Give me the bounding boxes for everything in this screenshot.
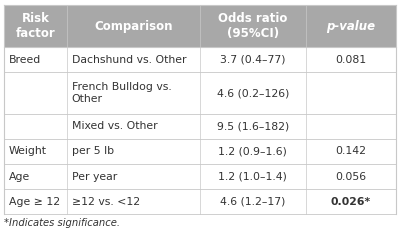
Text: Age ≥ 12: Age ≥ 12	[9, 197, 60, 207]
Bar	[4, 139, 396, 164]
Text: Age: Age	[9, 172, 30, 182]
Bar	[4, 189, 396, 214]
Text: 0.081: 0.081	[335, 55, 366, 65]
Text: 4.6 (1.2–17): 4.6 (1.2–17)	[220, 197, 286, 207]
Text: 1.2 (1.0–1.4): 1.2 (1.0–1.4)	[218, 172, 287, 182]
Text: Weight: Weight	[9, 147, 47, 157]
Bar	[4, 114, 396, 139]
Text: Breed: Breed	[9, 55, 41, 65]
Text: French Bulldog vs.
Other: French Bulldog vs. Other	[72, 82, 171, 104]
Text: Dachshund vs. Other: Dachshund vs. Other	[72, 55, 186, 65]
Text: 0.026*: 0.026*	[331, 197, 371, 207]
Text: 4.6 (0.2–126): 4.6 (0.2–126)	[217, 88, 289, 98]
Text: Odds ratio
(95%CI): Odds ratio (95%CI)	[218, 12, 288, 40]
Text: 9.5 (1.6–182): 9.5 (1.6–182)	[217, 121, 289, 131]
Bar	[4, 5, 396, 47]
Text: Per year: Per year	[72, 172, 117, 182]
Bar	[4, 47, 396, 73]
Text: 3.7 (0.4–77): 3.7 (0.4–77)	[220, 55, 286, 65]
Text: p-value: p-value	[326, 20, 376, 33]
Bar	[4, 164, 396, 189]
Text: 0.142: 0.142	[336, 147, 366, 157]
Text: per 5 lb: per 5 lb	[72, 147, 114, 157]
Text: Risk
factor: Risk factor	[16, 12, 55, 40]
Text: Comparison: Comparison	[94, 20, 173, 33]
Bar	[4, 73, 396, 114]
Text: 0.056: 0.056	[335, 172, 366, 182]
Text: Mixed vs. Other: Mixed vs. Other	[72, 121, 157, 131]
Text: *Indicates significance.: *Indicates significance.	[4, 218, 120, 228]
Text: ≥12 vs. <12: ≥12 vs. <12	[72, 197, 140, 207]
Text: 1.2 (0.9–1.6): 1.2 (0.9–1.6)	[218, 147, 287, 157]
